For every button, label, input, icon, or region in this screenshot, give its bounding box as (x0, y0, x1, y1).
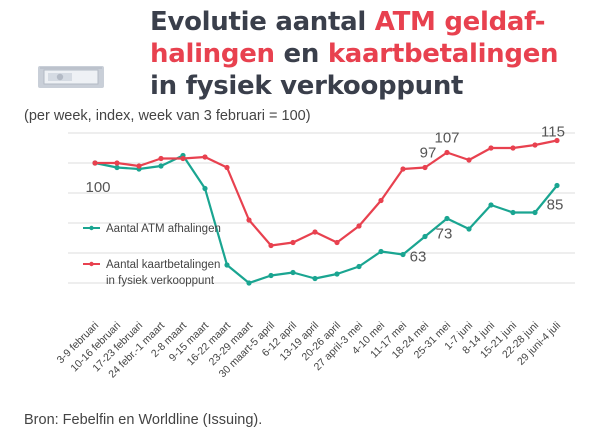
legend-label-card-line2: in fysiek verkooppunt (106, 275, 215, 287)
data-label-s0-16: 73 (436, 226, 453, 243)
series-line-0 (94, 154, 558, 285)
data-point-s1-20 (532, 142, 538, 148)
data-point-s0-19 (510, 209, 516, 216)
data-point-s1-16 (444, 149, 450, 156)
data-label-s0-21: 85 (547, 197, 564, 214)
title-part3: in fysiek verkooppunt (150, 71, 464, 101)
data-point-s1-4 (180, 155, 186, 162)
data-point-s0-15 (422, 233, 428, 240)
data-point-s0-17 (466, 226, 472, 232)
data-label-s0-15: 63 (410, 249, 427, 266)
data-point-s0-8 (268, 272, 274, 279)
series-points (92, 137, 560, 286)
title-highlight-atm: ATM geldaf- (374, 7, 546, 37)
data-point-s1-17 (466, 157, 472, 163)
data-point-s1-15 (422, 164, 428, 171)
gridlines (68, 132, 575, 284)
data-point-s1-3 (158, 155, 164, 162)
data-point-s1-8 (268, 242, 274, 249)
data-point-s0-5 (202, 185, 208, 192)
title-highlight-halingen: halingen (150, 39, 275, 69)
chart-subtitle: (per week, index, week van 3 februari = … (24, 108, 311, 124)
data-point-s0-11 (334, 271, 340, 277)
series-lines (94, 139, 558, 285)
data-point-s1-13 (378, 197, 384, 204)
data-point-s0-9 (290, 269, 296, 276)
atm-cash-icon (36, 64, 106, 95)
data-point-s1-18 (488, 145, 494, 151)
data-point-s0-20 (532, 209, 538, 216)
data-point-s0-16 (444, 215, 450, 222)
legend-marker-atm (89, 225, 94, 231)
data-point-s1-7 (246, 217, 252, 223)
legend-marker-card (89, 261, 94, 267)
title-highlight-kaart: kaartbetalingen (327, 39, 559, 69)
data-label-s1-16: 107 (434, 130, 459, 147)
chart-title: Evolutie aantal ATM geldaf- halingen en … (150, 6, 590, 102)
data-label-s0-0: 100 (85, 179, 110, 196)
title-part1: Evolutie aantal (150, 7, 375, 37)
data-point-s0-6 (224, 262, 230, 268)
data-point-s1-9 (290, 239, 296, 246)
data-point-s1-19 (510, 145, 516, 151)
data-point-s1-14 (400, 166, 406, 172)
data-point-s0-21 (554, 182, 560, 189)
data-point-s1-6 (224, 164, 230, 171)
data-point-s1-0 (92, 160, 98, 166)
data-point-s1-2 (136, 163, 142, 169)
title-part2: en (274, 39, 328, 69)
data-point-s1-10 (312, 229, 318, 235)
data-point-s0-13 (378, 248, 384, 255)
data-point-s0-10 (312, 275, 318, 282)
data-label-s1-21: 115 (541, 124, 565, 141)
data-point-s1-11 (334, 239, 340, 246)
data-point-s0-14 (400, 251, 406, 258)
source-note: Bron: Febelfin en Worldline (Issuing). (24, 412, 263, 428)
data-point-s1-12 (356, 223, 362, 229)
data-label-s1-15: 97 (420, 145, 437, 162)
series-line-1 (95, 139, 558, 247)
data-point-s1-21 (554, 137, 560, 144)
data-point-s0-18 (488, 202, 494, 208)
data-point-s0-12 (356, 263, 362, 270)
data-point-s1-5 (202, 154, 208, 160)
legend-label-card-line1: Aantal kaartbetalingen (106, 259, 220, 271)
data-point-s0-1 (114, 164, 120, 171)
data-point-s0-7 (246, 280, 252, 286)
legend: Aantal ATM afhalingen Aantal kaartbetali… (83, 223, 221, 287)
data-point-s1-1 (114, 160, 120, 166)
legend-label-atm: Aantal ATM afhalingen (106, 223, 221, 235)
data-point-s0-3 (158, 163, 164, 169)
